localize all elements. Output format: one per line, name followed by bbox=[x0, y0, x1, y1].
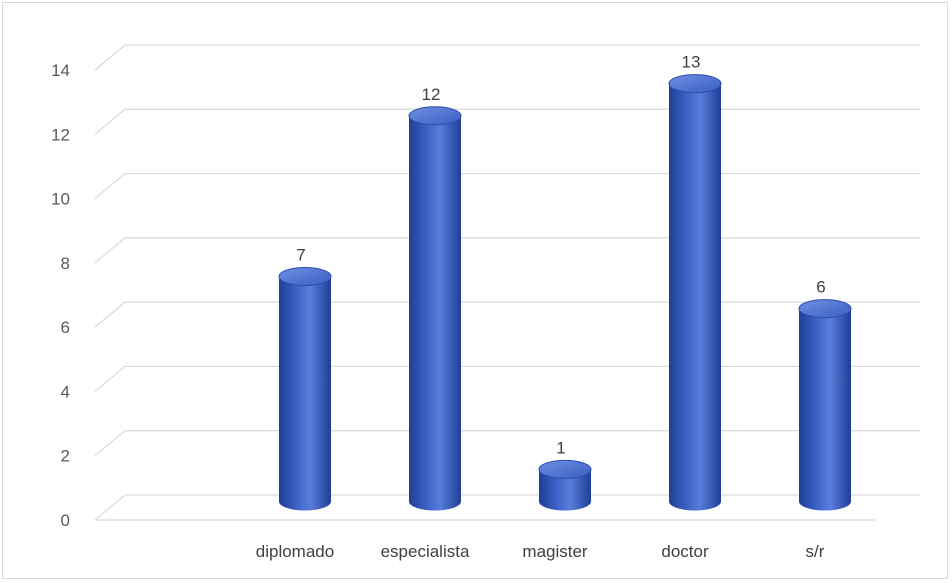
gridline bbox=[94, 44, 920, 71]
data-label: 13 bbox=[682, 53, 701, 72]
y-tick-label: 4 bbox=[61, 382, 70, 401]
x-category-label: especialista bbox=[381, 542, 470, 561]
data-label: 12 bbox=[422, 85, 441, 104]
y-tick-label: 0 bbox=[61, 511, 70, 530]
bar bbox=[408, 106, 462, 511]
bar-body bbox=[279, 276, 331, 511]
data-labels: 7 12 1 13 6 bbox=[296, 53, 825, 458]
y-tick-label: 2 bbox=[61, 447, 70, 466]
y-tick-label: 14 bbox=[51, 61, 70, 80]
bar bbox=[538, 459, 592, 511]
bar-body bbox=[799, 308, 851, 511]
bar bbox=[668, 74, 722, 511]
x-category-label: s/r bbox=[806, 542, 825, 561]
bar-cap bbox=[408, 106, 462, 126]
bar-cap bbox=[798, 299, 852, 319]
bar bbox=[798, 299, 852, 511]
bar bbox=[278, 267, 332, 511]
y-tick-label: 12 bbox=[51, 125, 70, 144]
y-axis-ticks: 0 2 4 6 8 10 12 14 bbox=[51, 61, 70, 530]
bar-cap bbox=[668, 74, 722, 94]
x-category-label: diplomado bbox=[256, 542, 334, 561]
data-label: 6 bbox=[816, 278, 825, 297]
x-category-label: doctor bbox=[661, 542, 709, 561]
gridline bbox=[94, 108, 920, 135]
gridline bbox=[94, 365, 920, 392]
x-axis-categories: diplomado especialista magister doctor s/r bbox=[256, 542, 825, 561]
bar-cap bbox=[538, 459, 592, 479]
gridline bbox=[94, 494, 920, 521]
y-tick-label: 10 bbox=[51, 190, 70, 209]
data-label: 1 bbox=[556, 438, 565, 457]
bar-body bbox=[669, 83, 721, 511]
x-category-label: magister bbox=[522, 542, 588, 561]
bar-cap bbox=[278, 267, 332, 286]
gridline bbox=[94, 301, 920, 328]
bars bbox=[278, 74, 852, 511]
bar-body bbox=[409, 115, 461, 511]
gridline bbox=[94, 237, 920, 264]
y-tick-label: 8 bbox=[61, 254, 70, 273]
y-tick-label: 6 bbox=[61, 318, 70, 337]
data-label: 7 bbox=[296, 246, 305, 265]
bar-body bbox=[539, 469, 591, 511]
gridlines bbox=[94, 44, 920, 521]
gridline bbox=[94, 172, 920, 200]
gridline bbox=[94, 430, 920, 457]
